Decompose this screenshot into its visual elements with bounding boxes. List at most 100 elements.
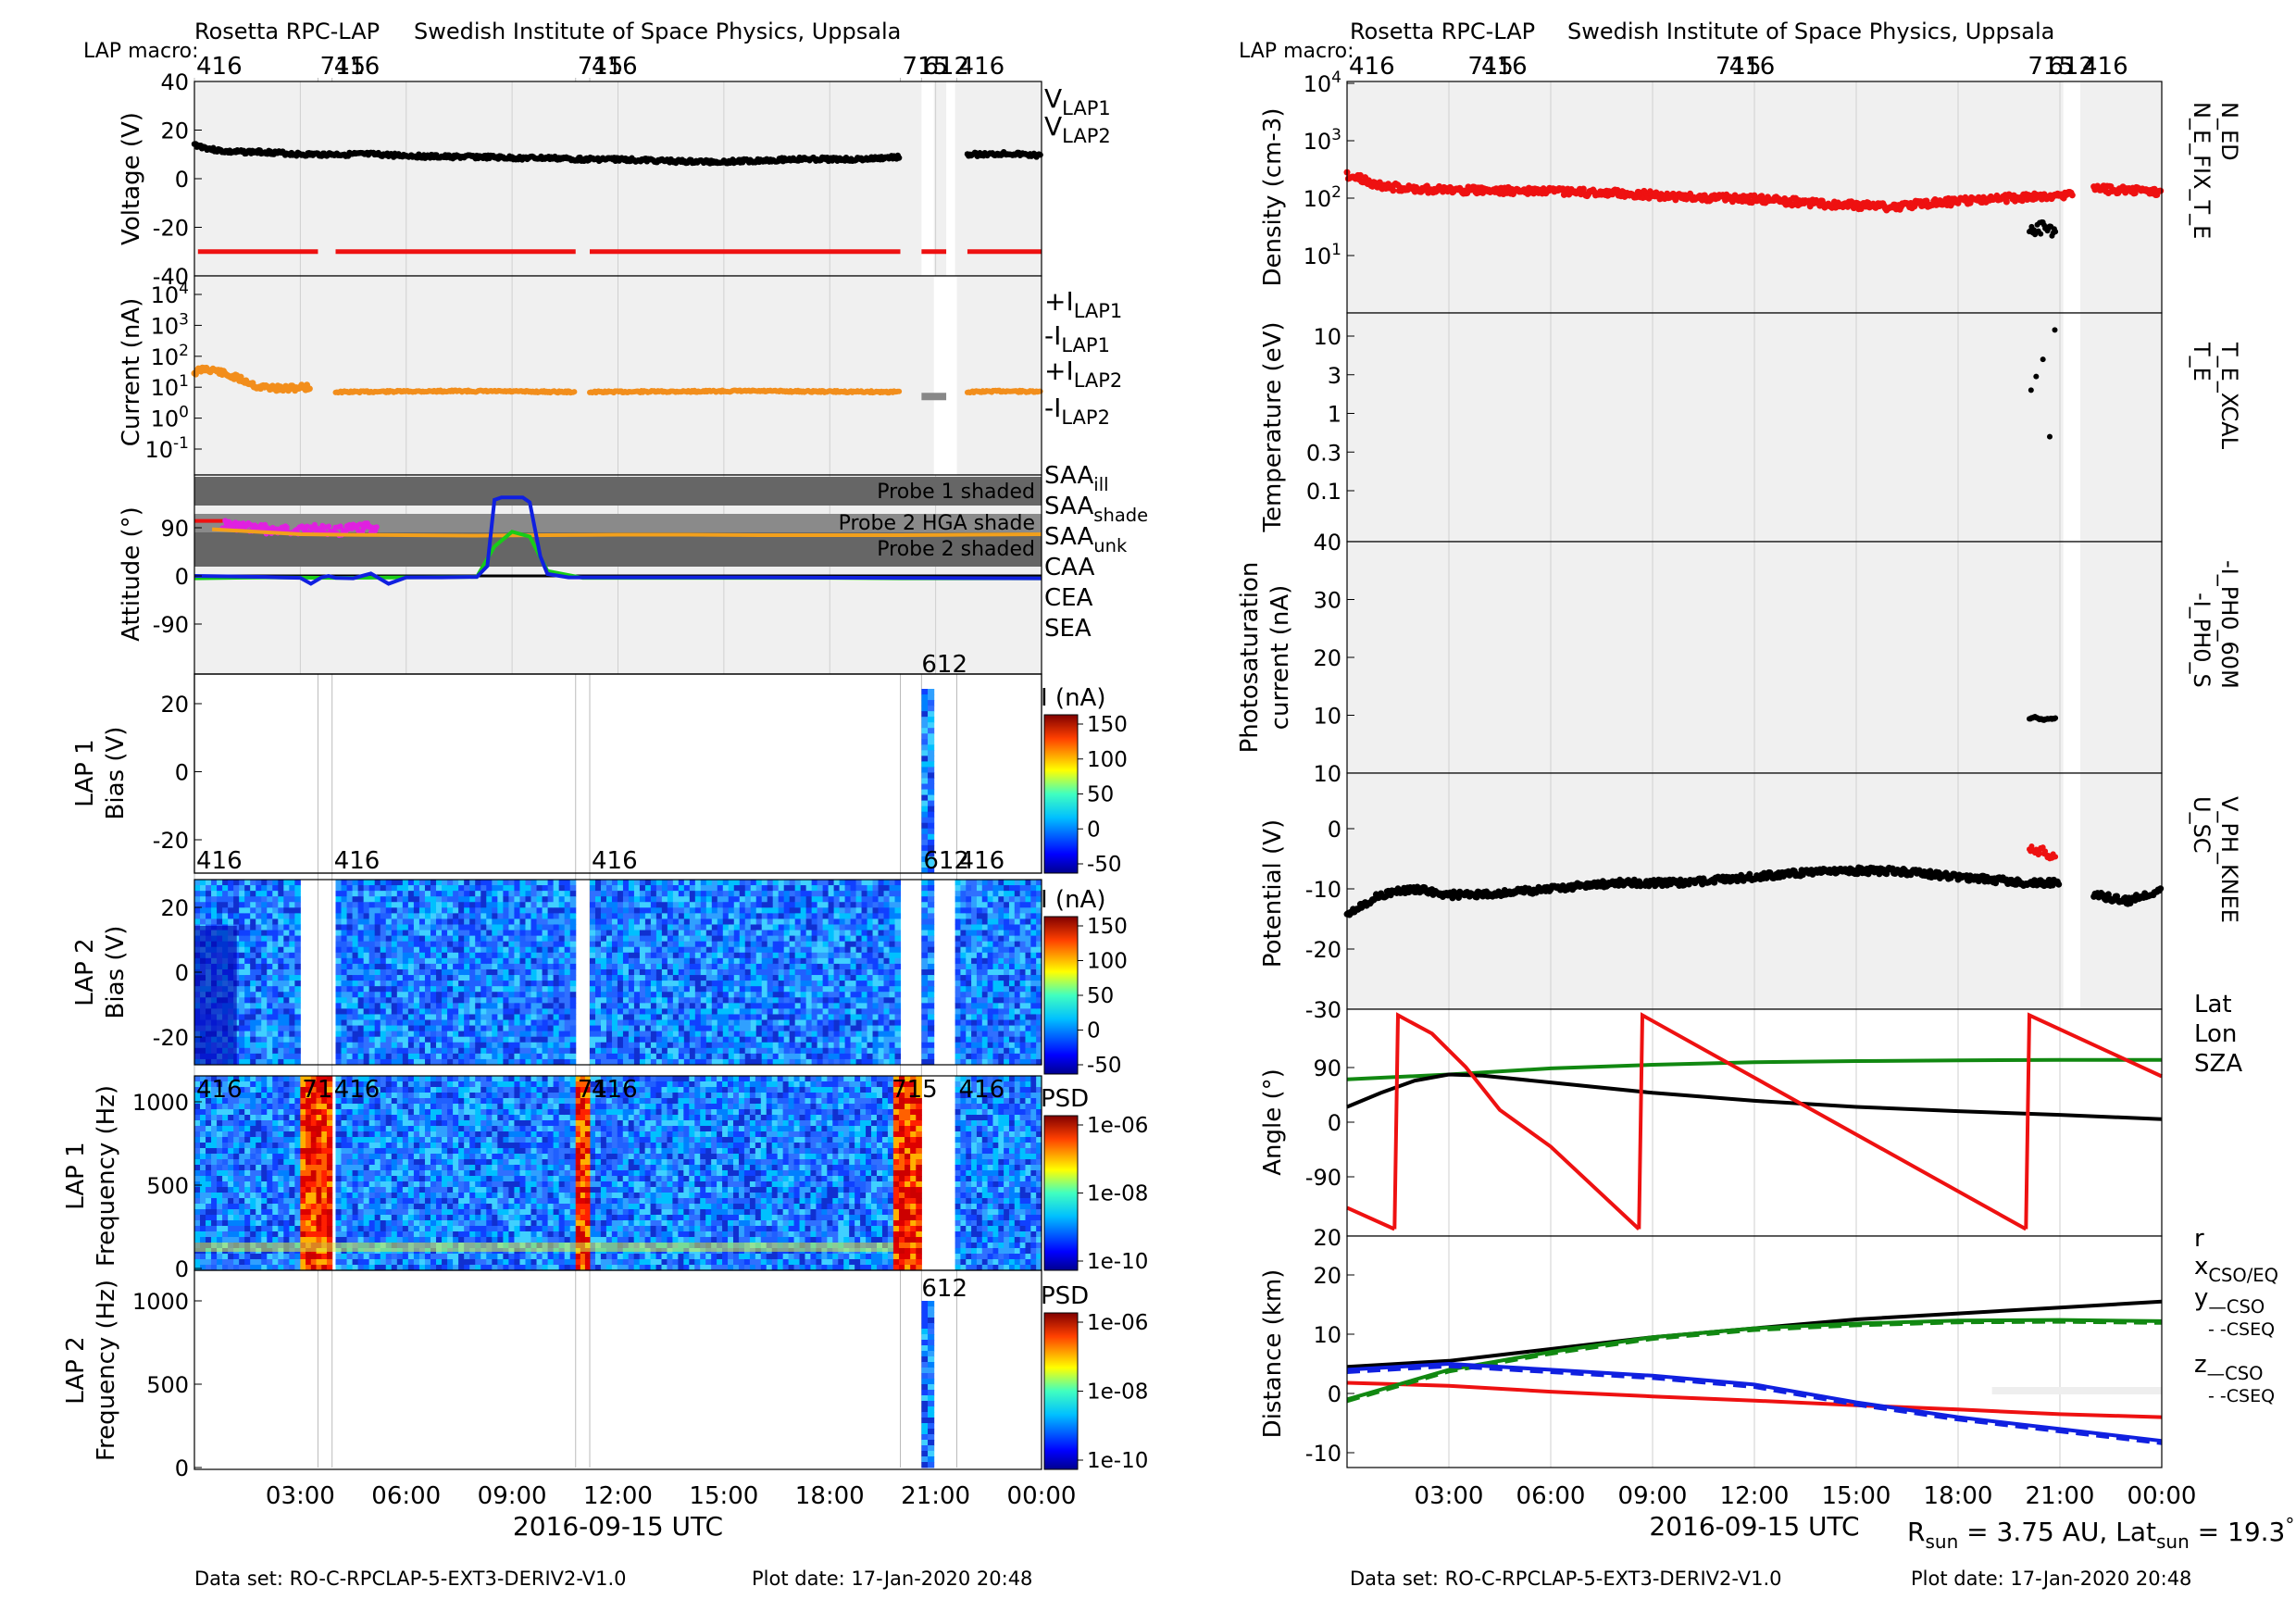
lap2-bias-cell bbox=[600, 1019, 607, 1027]
lap2-bias-cell bbox=[536, 1042, 543, 1049]
lap2-bias-cell bbox=[497, 975, 504, 981]
lap2-bias-cell bbox=[289, 1019, 295, 1027]
lap2-bias-cell bbox=[744, 896, 752, 903]
lap2-bias-cell bbox=[772, 913, 780, 919]
lap2-bias-cell bbox=[817, 986, 824, 993]
lap2-bias-cell bbox=[611, 1019, 618, 1027]
lap2-bias-cell bbox=[244, 924, 251, 931]
lap2-bias-cell bbox=[407, 935, 415, 943]
lap2-bias-cell bbox=[508, 891, 515, 897]
lap2-bias-cell bbox=[644, 1025, 652, 1032]
lap2-bias-cell bbox=[402, 1003, 409, 1009]
lap2-bias-cell bbox=[289, 918, 295, 925]
lap2-bias-cell bbox=[661, 924, 668, 931]
lap2-bias-cell bbox=[564, 963, 571, 970]
lap2-bias-cell bbox=[222, 891, 229, 897]
lap2-bias-cell bbox=[722, 902, 730, 908]
lap2-bias-cell bbox=[822, 885, 830, 892]
lap2-bias-cell bbox=[633, 997, 641, 1004]
lap2-bias-cell bbox=[278, 885, 284, 892]
lap2-bias-cell bbox=[525, 975, 532, 981]
lap2-bias-cell bbox=[750, 880, 757, 886]
lap2-bias-cell bbox=[413, 968, 420, 976]
lap2-bias-cell bbox=[644, 981, 652, 987]
lap2-bias-cell bbox=[278, 1008, 284, 1015]
lap2-bias-cell bbox=[283, 907, 290, 914]
lap2-bias-cell bbox=[368, 1025, 376, 1032]
lap2-bias-cell bbox=[272, 1025, 279, 1032]
lap2-bias-cell bbox=[418, 1014, 426, 1021]
lap2-bias-cell bbox=[346, 1053, 354, 1060]
lap2-bias-cell bbox=[590, 957, 596, 965]
lap2-bias-cell bbox=[530, 968, 538, 976]
lap2-bias-cell bbox=[667, 885, 674, 892]
lap2-bias-cell bbox=[639, 896, 646, 903]
lap2-bias-cell bbox=[368, 957, 376, 965]
lap2-bias-cell bbox=[436, 986, 443, 993]
lap2-bias-cell bbox=[739, 997, 746, 1004]
lap2-bias-cell bbox=[633, 946, 641, 954]
lap2-bias-cell bbox=[789, 930, 796, 937]
lap2-bias-cell bbox=[418, 907, 426, 914]
lap2-bias-cell bbox=[514, 907, 520, 914]
lap2-bias-cell bbox=[711, 918, 718, 925]
lap2-bias-cell bbox=[717, 880, 724, 886]
lap2-bias-cell bbox=[617, 902, 624, 908]
lap2-bias-cell bbox=[547, 924, 555, 931]
lap2-bias-cell bbox=[633, 968, 641, 976]
lap2-bias-cell bbox=[424, 981, 431, 987]
lap2-bias-cell bbox=[617, 935, 624, 943]
lap2-bias-cell bbox=[617, 880, 624, 886]
lap2-bias-cell bbox=[289, 975, 295, 981]
lap2-bias-cell bbox=[594, 1036, 602, 1043]
lap2-bias-cell bbox=[497, 1042, 504, 1049]
lap2-bias-cell bbox=[424, 1047, 431, 1055]
lap2-bias-cell bbox=[558, 935, 566, 943]
lap2-bias-cell bbox=[811, 1036, 818, 1043]
lap2-bias-cell bbox=[289, 907, 295, 914]
lap2-bias-cell bbox=[357, 952, 365, 959]
lap2-bias-cell bbox=[683, 963, 691, 970]
lap2-bias-cell bbox=[667, 975, 674, 981]
lap2-bias-cell bbox=[267, 896, 273, 903]
lap2-bias-cell bbox=[794, 924, 802, 931]
lap2-bias-cell bbox=[508, 975, 515, 981]
lap2-bias-cell bbox=[728, 885, 735, 892]
lap1-bias-cell bbox=[928, 733, 935, 740]
lap1-bias-cell bbox=[928, 767, 935, 773]
lap2-bias-cell bbox=[717, 1014, 724, 1021]
lap2-bias-cell bbox=[447, 935, 454, 943]
lap2-bias-cell bbox=[811, 957, 818, 965]
lap2-bias-cell bbox=[644, 913, 652, 919]
lap2-bias-cell bbox=[689, 913, 696, 919]
lap2-bias-cell bbox=[564, 941, 571, 948]
lap2-bias-cell bbox=[335, 935, 343, 943]
lap2-bias-cell bbox=[694, 1042, 702, 1049]
lap2-bias-cell bbox=[368, 913, 376, 919]
current-legend-mlap1: -ILAP1 bbox=[1044, 320, 1110, 356]
lap2-bias-cell bbox=[717, 968, 724, 976]
lap2-bias-cell bbox=[278, 1031, 284, 1038]
lap2-bias-cell bbox=[722, 952, 730, 959]
lap2-bias-cell bbox=[464, 896, 470, 903]
lap2-bias-cell bbox=[772, 918, 780, 925]
lap2-bias-cell bbox=[628, 975, 635, 981]
lap2-bias-cell bbox=[661, 1031, 668, 1038]
lap2-bias-cell bbox=[294, 935, 301, 943]
lap2-bias-cell bbox=[558, 1019, 566, 1027]
lap2-bias-cell bbox=[622, 1003, 630, 1009]
lap2-bias-cell bbox=[261, 913, 268, 919]
lap2-bias-cell bbox=[283, 896, 290, 903]
lap2-bias-cell bbox=[453, 891, 459, 897]
lap2-bias-cell bbox=[391, 963, 398, 970]
lap2-bias-cell bbox=[256, 957, 262, 965]
lap2-bias-cell bbox=[391, 1042, 398, 1049]
lap2-bias-cell bbox=[744, 880, 752, 886]
lap2-bias-cell bbox=[503, 885, 509, 892]
left-instrument-label: Rosetta RPC-LAP bbox=[194, 19, 380, 44]
lap2-bias-cell bbox=[811, 885, 818, 892]
lap2-bias-cell bbox=[744, 924, 752, 931]
lap2-bias-cell bbox=[519, 1036, 526, 1043]
lap2-bias-cell bbox=[733, 1053, 741, 1060]
lap2-bias-cell bbox=[744, 1008, 752, 1015]
